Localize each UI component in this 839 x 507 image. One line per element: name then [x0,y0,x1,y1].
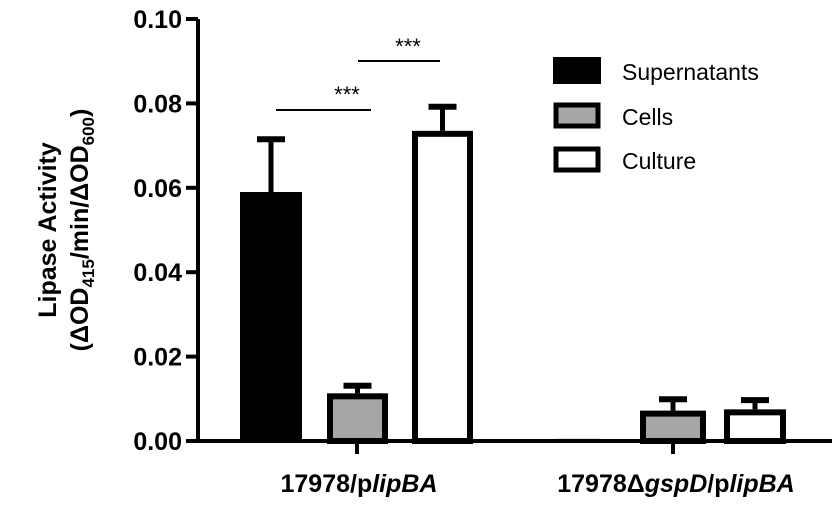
x-category-1: 17978/plipBA [280,470,437,498]
legend-swatch-supernatants [553,57,601,84]
legend-swatch-culture [553,146,601,173]
y-tick-label: 0.02 [133,344,182,372]
y-axis-label: Lipase Activity (ΔOD415/min/ΔOD600) [34,109,98,352]
significance-2: *** [358,34,440,62]
bars [240,103,786,445]
legend-label-culture: Culture [622,148,696,174]
bar-cells [327,393,388,444]
y-tick-label: 0.08 [133,90,182,118]
bar-cells [640,410,706,444]
sig-label: *** [334,82,360,107]
sig-label: *** [395,34,421,59]
x-category-2: 17978ΔgspD/plipBA [557,470,795,498]
significance-1: *** [276,82,371,111]
y-axis-label-main: Lipase Activity [34,142,62,318]
legend-swatch-cells [553,102,601,129]
bar-culture [724,409,786,445]
bar-supernatants [555,438,600,441]
y-tick-label: 0.06 [133,175,182,203]
y-tick-label: 0.04 [133,259,182,287]
legend-label-cells: Cells [622,104,673,130]
y-axis-label-units: (ΔOD415/min/ΔOD600) [66,109,98,352]
legend: Supernatants Cells Culture [553,57,759,174]
y-ticks: 0.00 0.02 0.04 0.06 0.08 0.10 [133,6,198,456]
bar-culture [412,130,473,445]
y-tick-label: 0.00 [133,428,182,456]
legend-label-supernatants: Supernatants [622,59,759,85]
y-tick-label: 0.10 [133,6,182,34]
bar-supernatants [240,192,302,441]
